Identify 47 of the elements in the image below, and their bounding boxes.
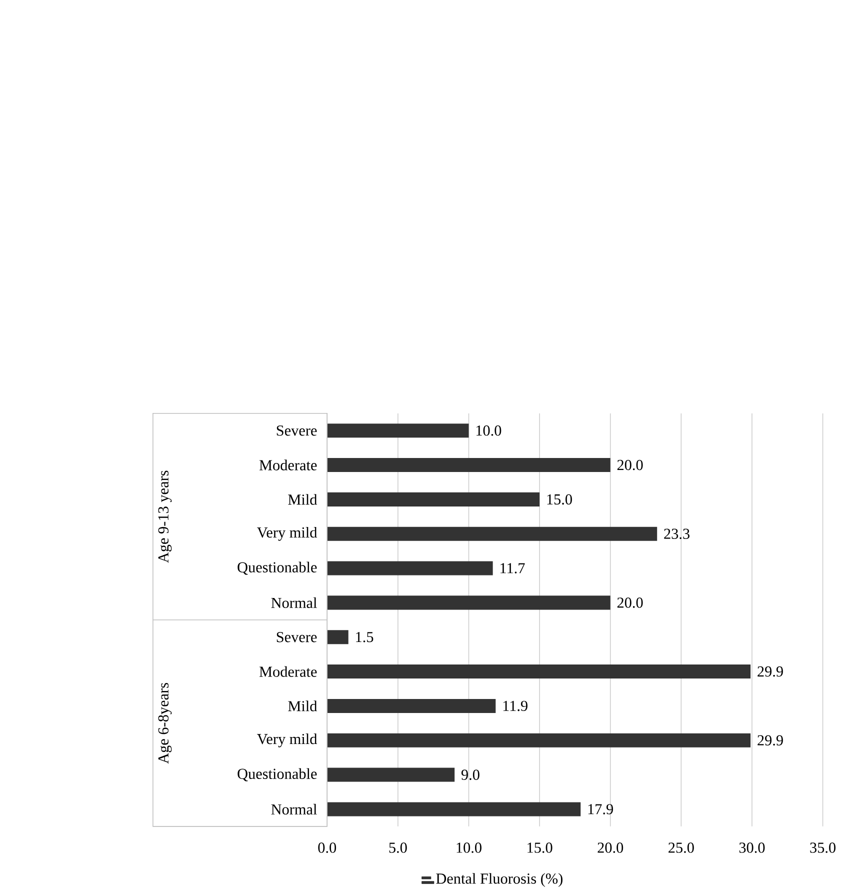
x-tick-label: 25.0 <box>668 842 694 853</box>
x-tick-label: 10.0 <box>456 842 482 853</box>
x-tick-label: 0.0 <box>318 842 336 853</box>
y-tick-label: Severe <box>276 425 317 436</box>
bar <box>327 630 348 644</box>
x-tick-label: 20.0 <box>598 842 624 853</box>
bar <box>327 802 581 816</box>
y-tick-label: Very mild <box>256 733 317 748</box>
y-tick-label: Severe <box>276 632 317 642</box>
data-label: 23.3 <box>664 528 690 539</box>
data-label: 9.0 <box>461 770 480 780</box>
bar <box>327 596 610 610</box>
data-label: 10.0 <box>476 425 502 436</box>
text: Age 9-13 years <box>158 470 172 563</box>
bar <box>327 664 750 679</box>
bar <box>327 458 610 472</box>
x-tick-label: 30.0 <box>739 842 765 853</box>
data-label: 15.0 <box>547 494 572 505</box>
bar <box>327 492 540 506</box>
bar <box>327 424 469 438</box>
data-label: 17.9 <box>588 804 613 814</box>
data-label: 29.9 <box>758 666 783 677</box>
data-label: 11.7 <box>500 563 525 574</box>
y-tick-label: Mild <box>288 700 317 712</box>
y-tick-label: Normal <box>271 597 317 608</box>
y-tick-label: Moderate <box>259 666 317 677</box>
bar <box>327 733 750 748</box>
bar <box>327 561 493 576</box>
y-tick-label: Very mild <box>256 526 317 541</box>
data-label: 20.0 <box>617 598 643 608</box>
data-label: 1.5 <box>356 632 374 642</box>
x-tick-label: 35.0 <box>810 842 836 853</box>
x-tick-label: 15.0 <box>528 842 552 853</box>
bar <box>327 698 496 713</box>
y-tick-label: Normal <box>271 804 317 815</box>
legend-label: Dental Fluorosis (%) <box>436 873 562 887</box>
y-tick-label: Moderate <box>259 460 317 470</box>
x-tick-label: 5.0 <box>389 842 407 853</box>
data-label: 11.9 <box>503 700 528 712</box>
text: Age 6-8years <box>158 682 172 764</box>
bar <box>327 526 658 541</box>
y-tick-label: Questionable <box>238 562 317 575</box>
y-tick-label: Mild <box>288 494 317 505</box>
data-label: 20.0 <box>617 460 643 470</box>
bar <box>327 768 455 782</box>
y-tick-label: Questionable <box>238 768 317 782</box>
data-label: 29.9 <box>758 735 783 746</box>
